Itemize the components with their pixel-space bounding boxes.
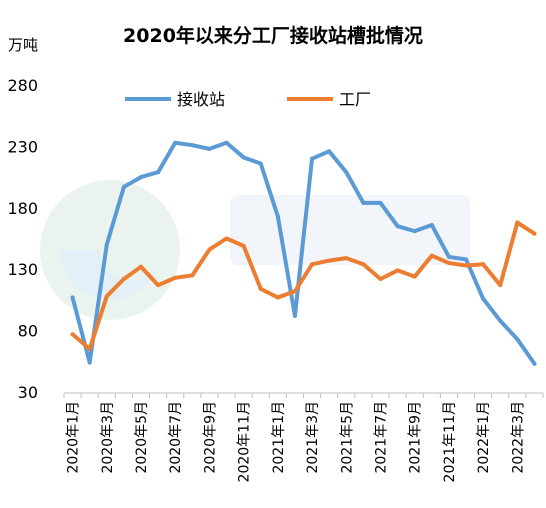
data-point xyxy=(481,296,486,301)
data-point xyxy=(481,262,486,267)
data-point xyxy=(207,146,212,151)
data-point xyxy=(361,262,366,267)
legend: 接收站 工厂 xyxy=(125,90,371,109)
data-point xyxy=(241,155,246,160)
data-point xyxy=(378,277,383,282)
data-point xyxy=(327,149,332,154)
legend-label-1: 工厂 xyxy=(339,90,371,109)
data-point xyxy=(241,243,246,248)
data-point xyxy=(104,294,109,299)
data-point xyxy=(446,261,451,266)
data-point xyxy=(498,283,503,288)
data-point xyxy=(292,289,297,294)
data-point xyxy=(327,258,332,263)
x-tick-label: 2022年3月 xyxy=(510,401,526,474)
data-point xyxy=(498,318,503,323)
y-tick-label: 280 xyxy=(7,76,38,95)
x-tick-label: 2020年7月 xyxy=(168,401,184,474)
data-point xyxy=(378,200,383,205)
data-point xyxy=(446,254,451,259)
data-point xyxy=(87,347,92,352)
data-point xyxy=(532,231,537,236)
y-axis-label: 万吨 xyxy=(8,36,38,54)
data-point xyxy=(515,220,520,225)
x-axis: 2020年1月 2020年3月 2020年5月 2020年7月 2020年9月 2020年… xyxy=(63,392,544,482)
data-point xyxy=(121,277,126,282)
data-point xyxy=(292,313,297,318)
y-tick-label: 80 xyxy=(18,322,38,341)
data-point xyxy=(464,263,469,268)
x-tick-label: 2020年5月 xyxy=(134,401,150,474)
series-line-1 xyxy=(70,220,537,352)
data-point xyxy=(464,257,469,262)
x-tick-label: 2020年11月 xyxy=(237,401,253,482)
x-tick-label: 2021年5月 xyxy=(339,401,355,474)
y-tick-label: 180 xyxy=(7,199,38,218)
data-point xyxy=(344,256,349,261)
data-point xyxy=(70,332,75,337)
data-point xyxy=(275,295,280,300)
data-point xyxy=(532,361,537,366)
data-point xyxy=(395,268,400,273)
series-group xyxy=(70,140,537,366)
y-tick-labels: 30 80 130 180 230 280 xyxy=(7,76,38,402)
watermark-logo xyxy=(40,180,470,320)
data-point xyxy=(515,337,520,342)
data-point xyxy=(138,264,143,269)
data-point xyxy=(173,275,178,280)
data-point xyxy=(156,170,161,175)
data-point xyxy=(310,262,315,267)
chart-title: 2020年以来分工厂接收站槽批情况 xyxy=(123,24,423,47)
data-point xyxy=(258,161,263,166)
y-tick-label: 130 xyxy=(7,260,38,279)
x-tick-label: 2021年1月 xyxy=(271,401,287,474)
data-point xyxy=(121,184,126,189)
data-point xyxy=(87,360,92,365)
data-point xyxy=(173,140,178,145)
data-point xyxy=(344,170,349,175)
data-point xyxy=(429,222,434,227)
x-tick-label: 2020年1月 xyxy=(66,401,82,474)
data-point xyxy=(138,175,143,180)
x-tick-label: 2020年9月 xyxy=(202,401,218,474)
x-tick-label: 2022年1月 xyxy=(476,401,492,474)
data-point xyxy=(429,253,434,258)
data-point xyxy=(190,273,195,278)
data-point xyxy=(207,247,212,252)
data-point xyxy=(275,214,280,219)
y-tick-label: 230 xyxy=(7,137,38,156)
data-point xyxy=(104,242,109,247)
x-tick-label: 2021年7月 xyxy=(373,401,389,474)
x-tick-label: 2021年3月 xyxy=(305,401,321,474)
data-point xyxy=(156,283,161,288)
data-point xyxy=(190,143,195,148)
x-tick-label: 2021年11月 xyxy=(442,401,458,482)
data-point xyxy=(310,156,315,161)
data-point xyxy=(224,236,229,241)
data-point xyxy=(395,224,400,229)
x-tick-label: 2020年3月 xyxy=(100,401,116,474)
data-point xyxy=(412,229,417,234)
data-point xyxy=(412,274,417,279)
legend-label-0: 接收站 xyxy=(177,90,225,109)
x-tick-label: 2021年9月 xyxy=(408,401,424,474)
data-point xyxy=(70,295,75,300)
data-point xyxy=(224,140,229,145)
data-point xyxy=(361,200,366,205)
data-point xyxy=(258,286,263,291)
y-tick-label: 30 xyxy=(18,383,38,402)
series-line-0 xyxy=(70,140,537,366)
